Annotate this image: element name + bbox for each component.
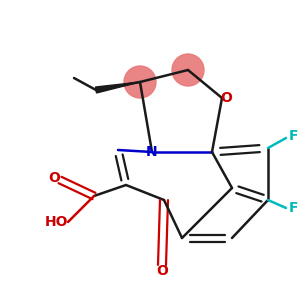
Circle shape (124, 66, 156, 98)
Text: O: O (156, 264, 168, 278)
Text: O: O (220, 91, 232, 105)
Text: F: F (289, 201, 299, 215)
Text: F: F (289, 129, 299, 143)
Polygon shape (95, 82, 140, 93)
Circle shape (172, 54, 204, 86)
Text: HO: HO (44, 215, 68, 229)
Text: N: N (146, 145, 158, 159)
Text: O: O (48, 171, 60, 185)
